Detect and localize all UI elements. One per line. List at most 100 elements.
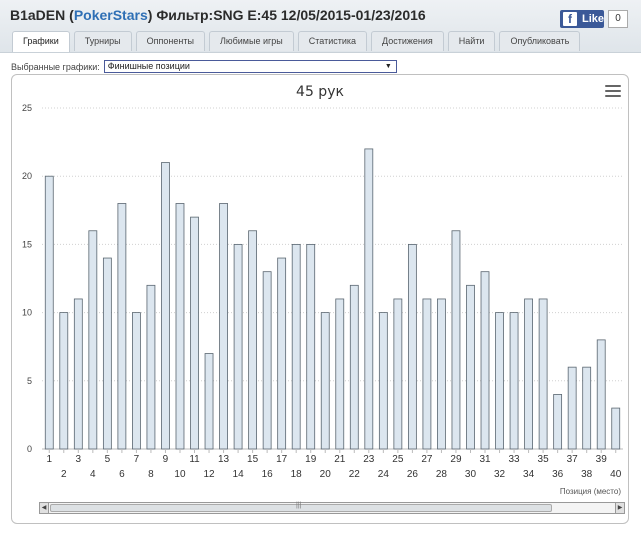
- y-tick-label: 0: [27, 444, 32, 454]
- chart-select-value: Финишные позиции: [107, 61, 190, 71]
- x-tick-label: 21: [334, 454, 346, 465]
- bar-position-9: [161, 162, 170, 450]
- bar-position-19: [306, 243, 316, 450]
- x-tick-label: 9: [163, 454, 169, 465]
- chart-select-dropdown[interactable]: Финишные позиции ▼: [103, 60, 397, 73]
- x-tick-label: 16: [262, 469, 274, 480]
- bar-position-26: [407, 243, 417, 450]
- bar-position-4: [88, 230, 98, 450]
- bar-position-14: [233, 243, 243, 450]
- bar-position-22: [349, 284, 359, 450]
- x-tick-label: 40: [610, 469, 622, 480]
- x-tick-label: 1: [46, 454, 52, 465]
- bar-position-21: [335, 298, 345, 450]
- facebook-icon: f: [563, 12, 577, 26]
- x-tick-label: 13: [218, 454, 230, 465]
- x-tick-label: 19: [305, 454, 317, 465]
- bar-position-2: [59, 312, 69, 450]
- x-tick-label: 24: [378, 469, 390, 480]
- x-axis-label: Позиция (место): [560, 487, 621, 496]
- x-tick-label: 28: [436, 469, 448, 480]
- chart-selector-label: Выбранные графики:: [11, 61, 100, 72]
- x-tick-label: 33: [509, 454, 521, 465]
- x-tick-label: 4: [90, 469, 96, 480]
- bar-position-33: [509, 312, 519, 450]
- bar-position-29: [451, 230, 461, 450]
- bar-position-34: [524, 298, 533, 450]
- x-tick-label: 2: [61, 469, 67, 480]
- facebook-like-button[interactable]: f Like: [560, 10, 604, 28]
- bar-position-40: [611, 407, 621, 450]
- player-name: B1aDEN: [10, 7, 66, 23]
- x-tick-label: 35: [538, 454, 550, 465]
- window-header: B1aDEN (PokerStars) Фильтр:SNG E:45 12/0…: [0, 0, 641, 53]
- chevron-down-icon: ▼: [384, 63, 392, 70]
- tab-statistics[interactable]: Статистика: [297, 31, 368, 51]
- scroll-right-icon[interactable]: ▶: [615, 503, 624, 513]
- x-tick-label: 39: [596, 454, 608, 465]
- scrollbar-thumb[interactable]: |||: [50, 502, 552, 512]
- bar-position-24: [378, 312, 388, 450]
- filter-text: Фильтр:SNG E:45 12/05/2015-01/23/2016: [156, 7, 426, 23]
- bar-position-27: [422, 298, 432, 450]
- x-tick-label: 31: [479, 454, 491, 465]
- x-tick-label: 11: [189, 454, 200, 465]
- facebook-like-count: 0: [608, 10, 628, 28]
- x-tick-label: 18: [291, 469, 303, 480]
- tab-achievements[interactable]: Достижения: [371, 31, 444, 51]
- chart-menu-icon[interactable]: [605, 85, 621, 99]
- bar-position-39: [596, 339, 606, 450]
- y-tick-label: 10: [22, 308, 32, 318]
- x-tick-label: 30: [465, 469, 477, 480]
- bar-position-38: [582, 366, 592, 450]
- window-title: B1aDEN (PokerStars) Фильтр:SNG E:45 12/0…: [10, 7, 426, 23]
- site-name[interactable]: PokerStars: [73, 7, 148, 23]
- bar-position-28: [437, 298, 446, 450]
- x-tick-label: 10: [174, 469, 186, 480]
- bar-position-32: [495, 312, 504, 450]
- tab-tournaments[interactable]: Турниры: [73, 31, 132, 51]
- x-tick-label: 22: [349, 469, 361, 480]
- x-tick-label: 32: [494, 469, 506, 480]
- x-tick-label: 6: [119, 469, 125, 480]
- bar-position-3: [73, 298, 83, 450]
- x-tick-label: 15: [247, 454, 259, 465]
- scroll-left-icon[interactable]: ◀: [40, 503, 49, 513]
- x-tick-label: 12: [203, 469, 215, 480]
- bar-position-37: [567, 366, 577, 450]
- chart-scrollbar[interactable]: ◀ ||| ▶: [39, 502, 625, 514]
- x-tick-label: 23: [363, 454, 375, 465]
- facebook-like-widget: f Like 0: [560, 10, 628, 28]
- tab-search[interactable]: Найти: [447, 31, 496, 51]
- facebook-like-label: Like: [581, 13, 604, 25]
- tab-opponents[interactable]: Оппоненты: [135, 31, 205, 51]
- x-tick-label: 8: [148, 469, 154, 480]
- x-tick-label: 3: [76, 454, 82, 465]
- tab-charts[interactable]: Графики: [12, 31, 70, 52]
- x-tick-label: 25: [392, 454, 404, 465]
- bar-position-16: [262, 271, 272, 450]
- tab-favorite-games[interactable]: Любимые игры: [208, 31, 294, 51]
- x-tick-label: 27: [421, 454, 433, 465]
- x-tick-label: 14: [233, 469, 245, 480]
- bar-position-31: [480, 271, 490, 450]
- bar-position-15: [248, 230, 258, 450]
- grip-icon: |||: [296, 502, 302, 509]
- tab-bar: Графики Турниры Оппоненты Любимые игры С…: [12, 31, 584, 52]
- x-tick-label: 38: [581, 469, 593, 480]
- bar-position-6: [117, 203, 127, 450]
- x-tick-label: 29: [450, 454, 462, 465]
- bar-position-30: [466, 284, 475, 450]
- x-tick-label: 34: [523, 469, 535, 480]
- bar-position-8: [146, 284, 156, 450]
- paren-open: (: [69, 7, 74, 23]
- x-tick-label: 36: [552, 469, 564, 480]
- paren-close: ): [147, 7, 153, 23]
- bar-position-36: [553, 394, 563, 450]
- chart-selector: Выбранные графики: Финишные позиции ▼: [11, 60, 397, 73]
- bar-position-7: [132, 312, 141, 450]
- bar-position-25: [393, 298, 403, 450]
- bar-position-12: [204, 353, 214, 450]
- x-tick-label: 26: [407, 469, 419, 480]
- tab-publish[interactable]: Опубликовать: [499, 31, 581, 51]
